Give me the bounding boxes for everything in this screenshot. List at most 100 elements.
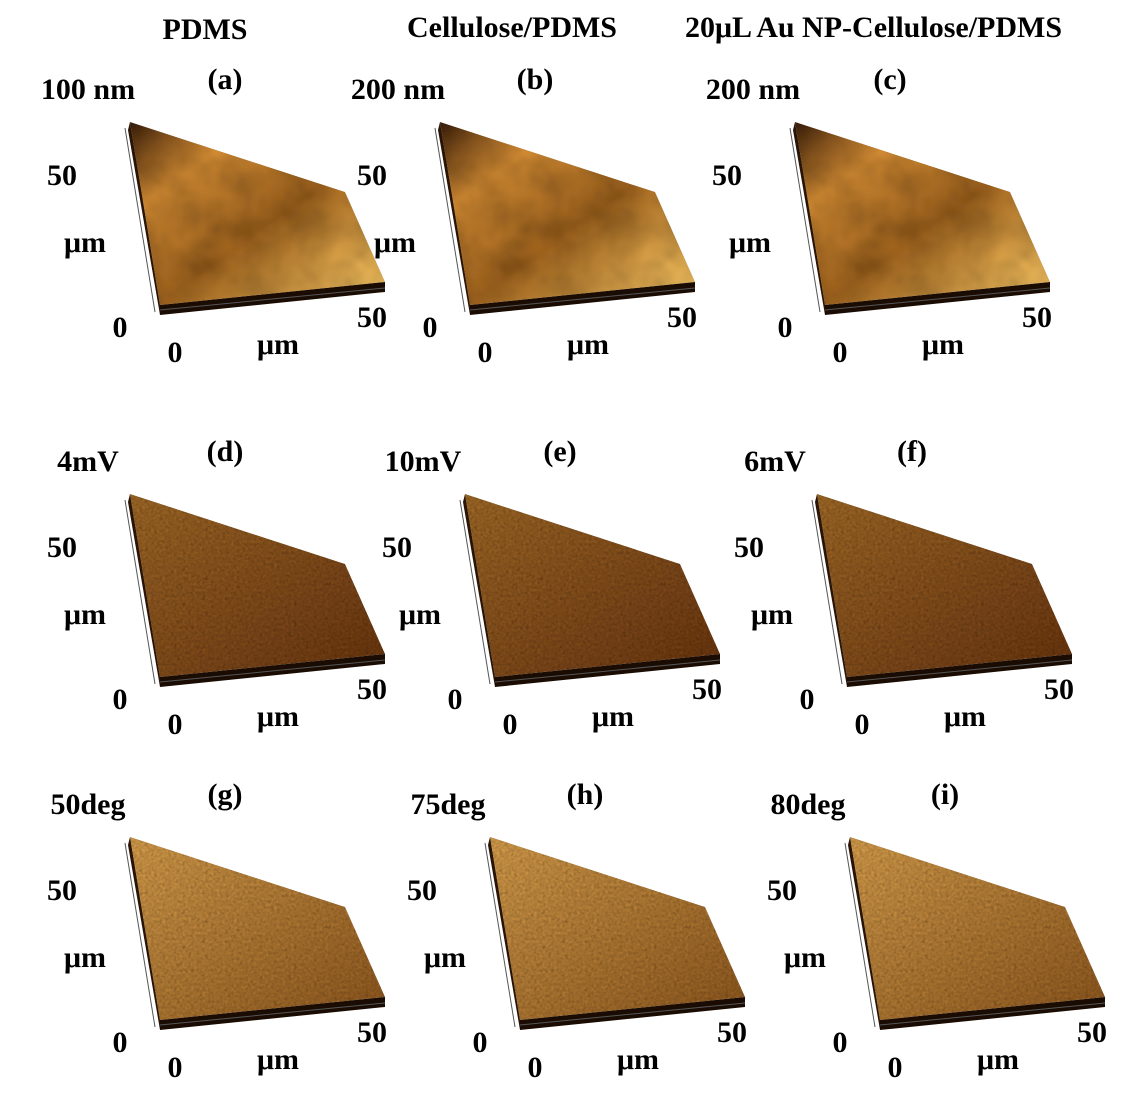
afm-panel: (e) 10mV 50 μm 0 0 μm 50 [382,435,722,741]
surface-side [815,494,847,687]
x-max: 50 [357,301,387,334]
y-max: 50 [712,159,742,192]
x-unit: μm [257,328,299,361]
z-scale: 200 nm [351,73,445,106]
axis-line [469,287,696,311]
x-min: 0 [478,336,493,369]
axis-line [494,659,721,683]
x-max: 50 [717,1016,747,1049]
axis-line [879,1002,1106,1026]
axis-line [124,499,156,685]
afm-surface [817,494,1072,677]
y-unit: μm [64,598,106,631]
y-min: 0 [833,1026,848,1059]
afm-panel: (b) 200 nm 50 μm 0 0 μm 50 [351,63,697,369]
x-min: 0 [168,336,183,369]
afm-surface [130,494,385,677]
x-max: 50 [357,673,387,706]
afm-panel: (d) 4mV 50 μm 0 0 μm 50 [47,435,387,741]
y-max: 50 [47,531,77,564]
x-unit: μm [944,700,986,733]
x-unit: μm [257,1043,299,1076]
z-scale: 4mV [57,445,119,478]
panel-label: (e) [543,435,576,468]
column-title: PDMS [163,13,248,46]
y-max: 50 [357,159,387,192]
panel-label: (h) [567,778,604,811]
x-min: 0 [168,1051,183,1084]
afm-surface [130,837,385,1020]
afm-panel: (f) 6mV 50 μm 0 0 μm 50 [734,435,1074,741]
y-max: 50 [767,874,797,907]
surface-side [128,122,160,315]
x-min: 0 [855,708,870,741]
y-unit: μm [64,226,106,259]
axis-line [159,287,386,311]
y-min: 0 [778,311,793,344]
panel-label: (d) [207,435,244,468]
y-unit: μm [784,941,826,974]
z-scale: 75deg [411,788,486,821]
surface-side [128,837,160,1030]
axis-line [459,499,491,685]
x-max: 50 [1044,673,1074,706]
x-max: 50 [667,301,697,334]
x-min: 0 [833,336,848,369]
panel-label: (i) [931,778,959,811]
surface-side [438,122,470,315]
y-max: 50 [407,874,437,907]
afm-surface [490,837,745,1020]
axis-line [824,287,1051,311]
x-unit: μm [922,328,964,361]
y-unit: μm [374,226,416,259]
surface-side [128,494,160,687]
x-max: 50 [1022,301,1052,334]
y-min: 0 [473,1026,488,1059]
z-scale: 100 nm [41,73,135,106]
y-min: 0 [113,311,128,344]
x-unit: μm [567,328,609,361]
y-min: 0 [113,1026,128,1059]
x-max: 50 [692,673,722,706]
y-unit: μm [729,226,771,259]
y-min: 0 [113,683,128,716]
afm-surface [465,494,720,677]
afm-surface [130,122,385,305]
panel-label: (g) [208,778,243,811]
y-max: 50 [47,874,77,907]
x-min: 0 [503,708,518,741]
y-unit: μm [751,598,793,631]
x-unit: μm [257,700,299,733]
axis-line [844,842,876,1028]
afm-panel: (i) 80deg 50 μm 0 0 μm 50 [767,778,1107,1084]
axis-line [124,842,156,1028]
afm-surface [795,122,1050,305]
afm-panel: (h) 75deg 50 μm 0 0 μm 50 [407,778,747,1084]
y-min: 0 [423,311,438,344]
x-min: 0 [888,1051,903,1084]
surface-side [488,837,520,1030]
y-max: 50 [734,531,764,564]
y-unit: μm [399,598,441,631]
z-scale: 6mV [744,445,806,478]
panel-label: (f) [897,435,927,468]
z-scale: 50deg [51,788,126,821]
column-title: 20μL Au NP-Cellulose/PDMS [685,11,1062,44]
panel-label: (c) [873,63,906,96]
y-min: 0 [800,683,815,716]
x-unit: μm [977,1043,1019,1076]
afm-panel: (a) 100 nm 50 μm 0 0 μm 50 [41,63,387,369]
surface-side [463,494,495,687]
panel-label: (b) [517,63,554,96]
axis-line [124,127,156,313]
axis-line [159,1002,386,1026]
afm-panel: (g) 50deg 50 μm 0 0 μm 50 [47,778,387,1084]
afm-surface [850,837,1105,1020]
y-max: 50 [47,159,77,192]
y-max: 50 [382,531,412,564]
surface-side [793,122,825,315]
x-max: 50 [1077,1016,1107,1049]
y-unit: μm [424,941,466,974]
axis-line [789,127,821,313]
